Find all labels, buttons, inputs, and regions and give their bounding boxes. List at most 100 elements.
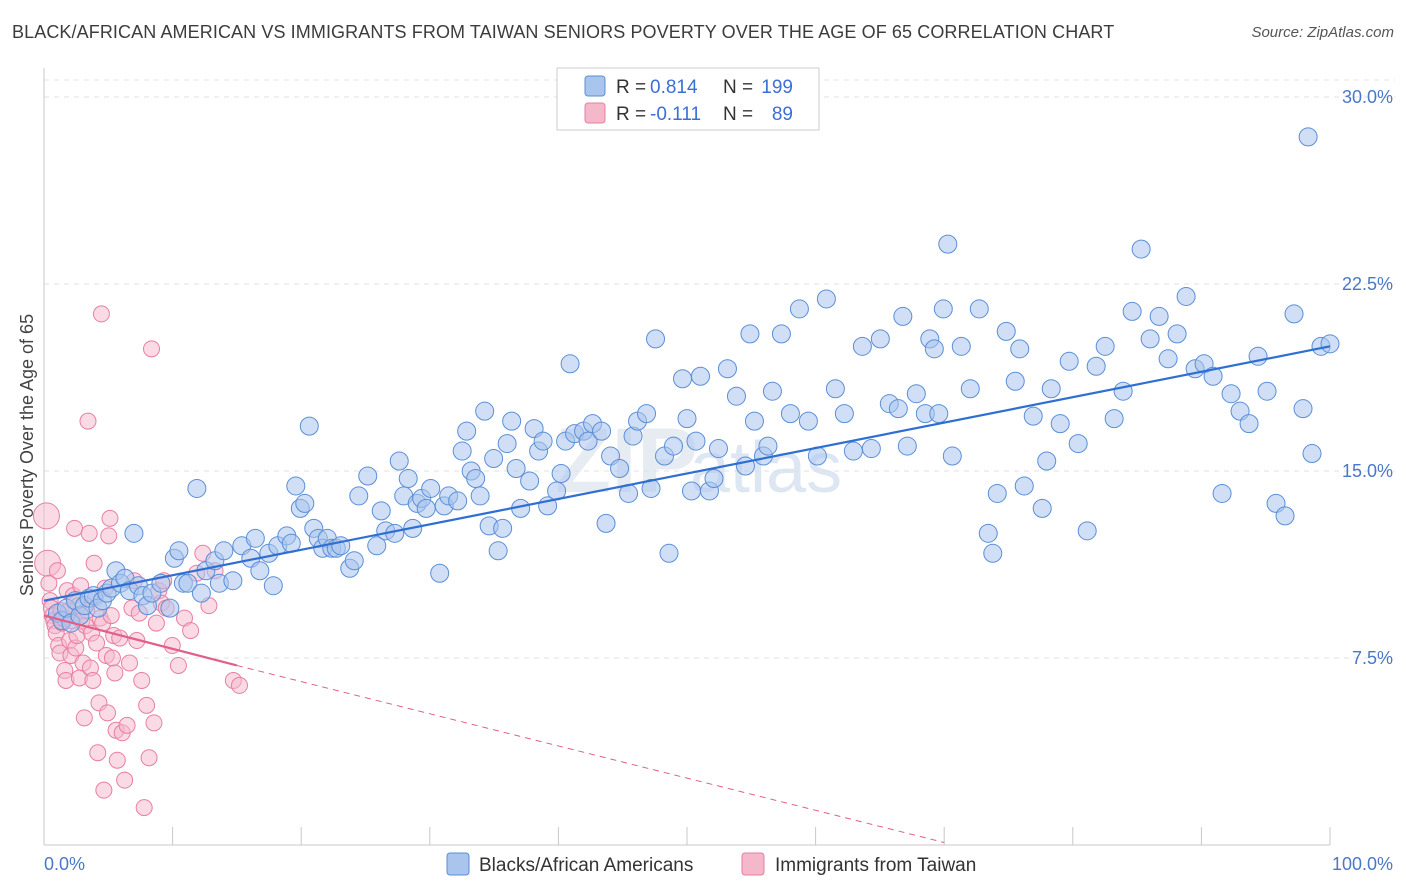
chart-title: BLACK/AFRICAN AMERICAN VS IMMIGRANTS FRO… bbox=[12, 22, 1115, 42]
black-point bbox=[933, 299, 953, 319]
black-point bbox=[1104, 409, 1124, 429]
legend-r-label-1: R = bbox=[616, 77, 646, 98]
black-point bbox=[592, 421, 612, 441]
black-point bbox=[951, 336, 971, 356]
taiwan-point bbox=[147, 614, 165, 632]
black-point bbox=[641, 478, 661, 498]
y-tick-label-2: 22.5% bbox=[1342, 274, 1393, 294]
legend-r-value-2: -0.111 bbox=[650, 104, 701, 125]
taiwan-point bbox=[106, 664, 124, 682]
black-point bbox=[924, 339, 944, 359]
black-point bbox=[1014, 476, 1034, 496]
taiwan-point bbox=[66, 519, 84, 537]
black-point bbox=[452, 441, 472, 461]
taiwan-point bbox=[143, 340, 161, 358]
taiwan-point bbox=[75, 709, 93, 727]
black-point bbox=[816, 289, 836, 309]
series-black-points bbox=[47, 127, 1340, 633]
black-point bbox=[520, 471, 540, 491]
black-point bbox=[1023, 406, 1043, 426]
taiwan-point bbox=[48, 562, 66, 580]
y-tick-label-1: 15.0% bbox=[1342, 461, 1393, 481]
black-point bbox=[1320, 334, 1340, 354]
taiwan-point bbox=[89, 744, 107, 762]
black-point bbox=[551, 463, 571, 483]
black-point bbox=[686, 431, 706, 451]
taiwan-point bbox=[101, 509, 119, 527]
black-point bbox=[344, 551, 364, 571]
black-point bbox=[245, 528, 265, 548]
black-point bbox=[1037, 451, 1057, 471]
black-point bbox=[1284, 304, 1304, 324]
y-ticks: 7.5% 15.0% 22.5% 30.0% bbox=[1342, 87, 1393, 668]
taiwan-point bbox=[80, 524, 98, 542]
black-point bbox=[371, 501, 391, 521]
black-point bbox=[299, 416, 319, 436]
black-point bbox=[1095, 336, 1115, 356]
trend-line-black bbox=[43, 345, 1331, 602]
black-point bbox=[1041, 379, 1061, 399]
black-point bbox=[349, 486, 369, 506]
black-point bbox=[250, 561, 270, 581]
black-point bbox=[677, 409, 697, 429]
black-point bbox=[187, 478, 207, 498]
legend-n-value-2: 89 bbox=[772, 104, 793, 125]
taiwan-point bbox=[133, 671, 151, 689]
black-point bbox=[762, 381, 782, 401]
black-point bbox=[1298, 127, 1318, 147]
black-point bbox=[1122, 301, 1142, 321]
black-point bbox=[475, 401, 495, 421]
black-point bbox=[960, 379, 980, 399]
y-tick-label-3: 30.0% bbox=[1342, 87, 1393, 107]
taiwan-point bbox=[138, 696, 156, 714]
black-point bbox=[1059, 351, 1079, 371]
black-point bbox=[470, 486, 490, 506]
black-point bbox=[1239, 414, 1259, 434]
taiwan-point bbox=[182, 622, 200, 640]
black-point bbox=[897, 436, 917, 456]
x-tick-min: 0.0% bbox=[44, 854, 85, 874]
black-point bbox=[825, 379, 845, 399]
black-point bbox=[160, 598, 180, 618]
taiwan-point bbox=[230, 676, 248, 694]
black-point bbox=[448, 491, 468, 511]
black-point bbox=[430, 563, 450, 583]
black-point bbox=[533, 431, 553, 451]
black-point bbox=[1140, 329, 1160, 349]
legend-box: R = 0.814 N = 199 R = -0.111 N = 89 bbox=[556, 67, 820, 131]
black-point bbox=[637, 404, 657, 424]
black-point bbox=[983, 543, 1003, 563]
taiwan-point bbox=[79, 412, 97, 430]
taiwan-point bbox=[118, 716, 136, 734]
legend-r-label-2: R = bbox=[616, 104, 646, 125]
black-point bbox=[596, 513, 616, 533]
y-axis-label: Seniors Poverty Over the Age of 65 bbox=[17, 314, 37, 596]
black-point bbox=[506, 459, 526, 479]
black-point bbox=[1203, 366, 1223, 386]
black-point bbox=[466, 468, 486, 488]
black-point bbox=[789, 299, 809, 319]
black-point bbox=[560, 354, 580, 374]
taiwan-point bbox=[40, 574, 58, 592]
trend-lines bbox=[43, 345, 1331, 843]
black-point bbox=[771, 324, 791, 344]
black-point bbox=[1257, 381, 1277, 401]
black-point bbox=[852, 336, 872, 356]
black-point bbox=[681, 481, 701, 501]
black-point bbox=[780, 404, 800, 424]
black-point bbox=[861, 439, 881, 459]
taiwan-point bbox=[135, 799, 153, 817]
black-point bbox=[690, 366, 710, 386]
taiwan-point bbox=[140, 749, 158, 767]
black-point bbox=[1176, 286, 1196, 306]
black-point bbox=[1010, 339, 1030, 359]
black-point bbox=[610, 459, 630, 479]
black-point bbox=[1221, 384, 1241, 404]
black-point bbox=[740, 324, 760, 344]
bottom-legend-swatch-blue bbox=[446, 852, 470, 876]
taiwan-point bbox=[32, 502, 60, 530]
black-point bbox=[416, 498, 436, 518]
legend-swatch-pink bbox=[584, 102, 606, 124]
black-point bbox=[893, 306, 913, 326]
